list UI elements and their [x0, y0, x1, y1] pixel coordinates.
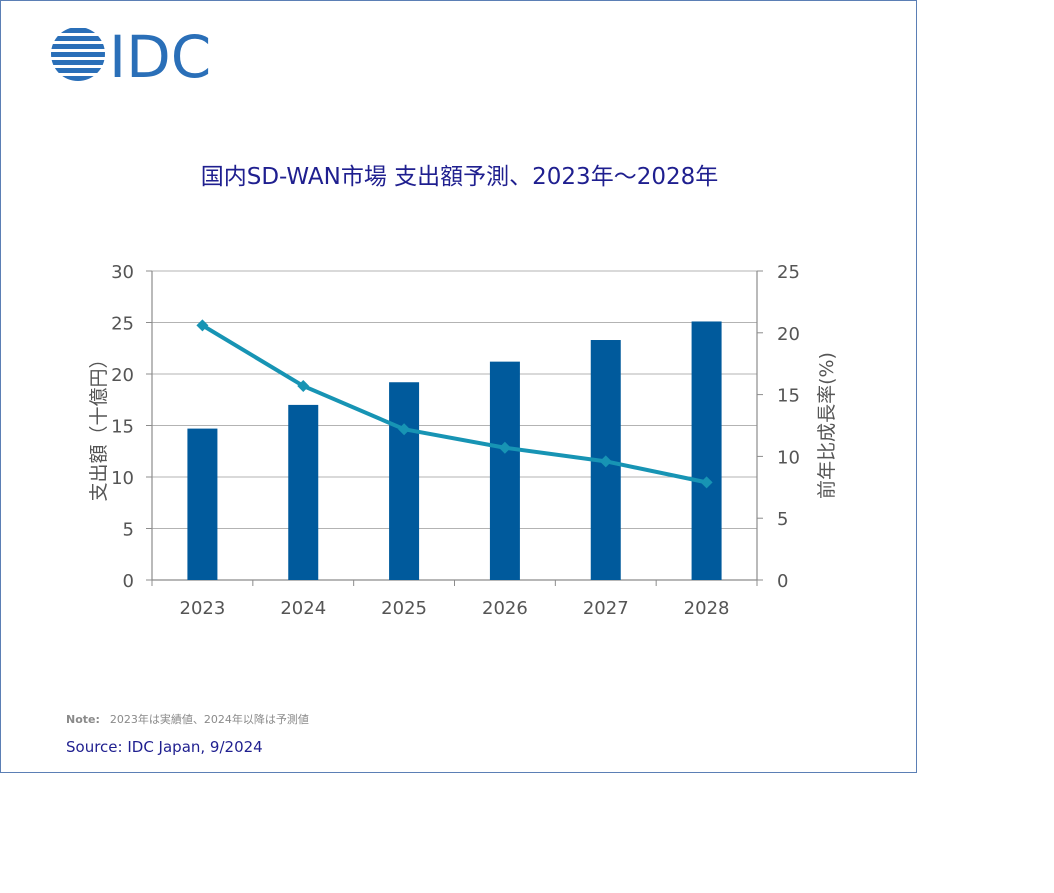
x-tick-label: 2027 [583, 598, 629, 619]
right-tick-label: 20 [777, 324, 800, 345]
left-tick-label: 15 [111, 417, 134, 438]
left-tick-label: 20 [111, 365, 134, 386]
left-tick-label: 5 [123, 520, 134, 541]
x-tick-label: 2023 [180, 598, 226, 619]
x-tick-label: 2024 [280, 598, 326, 619]
growth-point [196, 319, 209, 332]
growth-point [498, 441, 511, 454]
right-tick-label: 25 [777, 262, 800, 283]
note-text: 2023年は実績値、2024年以降は予測値 [109, 713, 309, 726]
right-tick-label: 10 [777, 447, 800, 468]
right-tick-label: 5 [777, 509, 788, 530]
right-tick-label: 0 [777, 571, 788, 592]
bar [288, 404, 319, 580]
chart-frame: IDC 国内SD-WAN市場 支出額予測、2023年～2028年 0 5 10 15 2… [0, 0, 917, 773]
bar [489, 361, 520, 580]
x-tick-label: 2025 [381, 598, 427, 619]
bar [389, 382, 420, 580]
x-tick-label: 2026 [482, 598, 528, 619]
growth-line [201, 323, 707, 485]
left-tick-label: 10 [111, 468, 134, 489]
y2-axis-title: 前年比成長率(%) [816, 352, 838, 499]
growth-point [297, 379, 310, 392]
bar [187, 428, 218, 580]
idc-logo: IDC [51, 23, 241, 91]
y-axis-title: 支出額（十億円） [88, 349, 110, 501]
bar [691, 321, 722, 580]
growth-point [700, 476, 713, 489]
note-label: Note: [66, 713, 100, 726]
x-tick-label: 2028 [684, 598, 730, 619]
left-tick-label: 30 [111, 262, 134, 283]
growth-point [398, 423, 411, 436]
left-tick-label: 25 [111, 314, 134, 335]
chart-title: 国内SD-WAN市場 支出額予測、2023年～2028年 [200, 164, 719, 190]
right-tick-label: 15 [777, 386, 800, 407]
left-tick-label: 0 [123, 571, 134, 592]
growth-point [599, 455, 612, 468]
note: Note: 2023年は実績値、2024年以降は予測値 [66, 711, 309, 727]
source-text: Source: IDC Japan, 9/2024 [66, 738, 263, 756]
logo-text: IDC [109, 27, 211, 83]
